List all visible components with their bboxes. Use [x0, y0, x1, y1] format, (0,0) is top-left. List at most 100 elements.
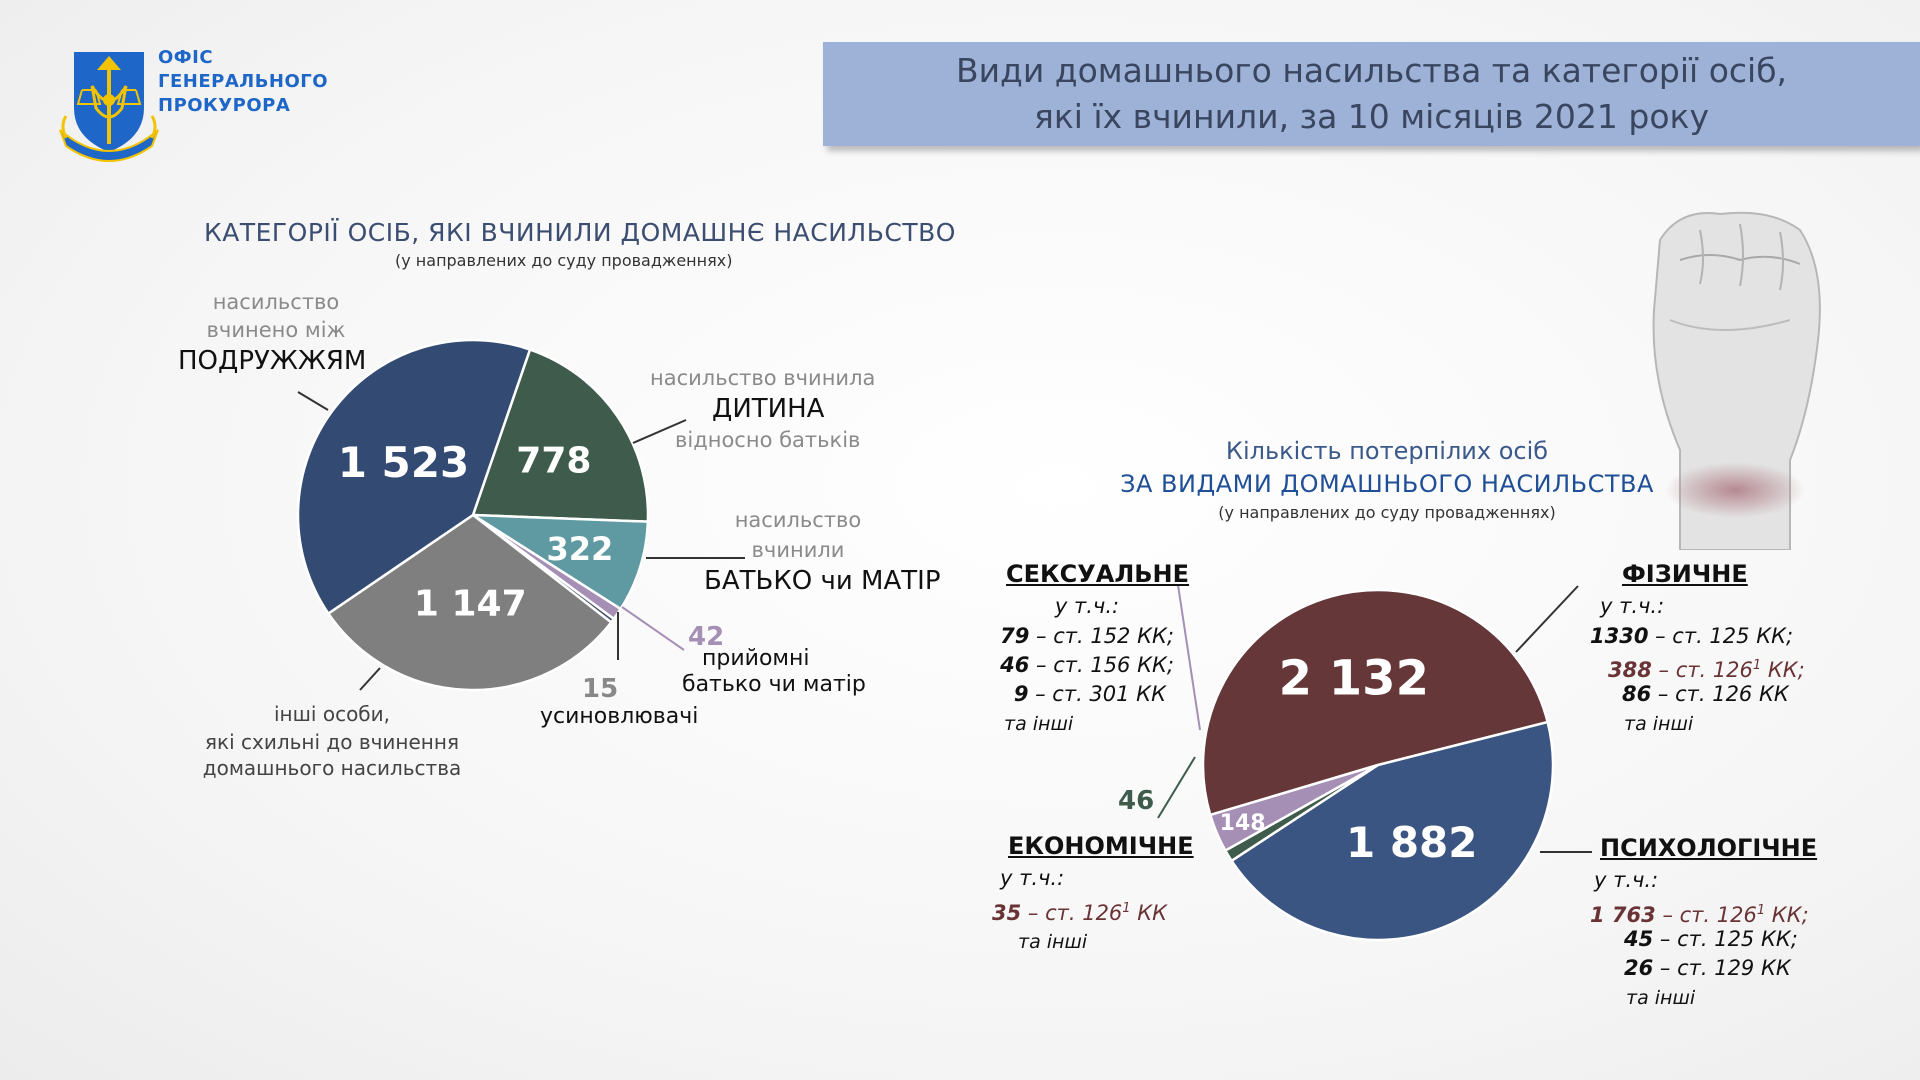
pie-slice-1 [468, 513, 650, 611]
leader-line-spouses [297, 391, 329, 411]
pie-slice-4 [326, 513, 613, 692]
child-note-2: відносно батьків [675, 428, 861, 452]
sexual-t3: – ст. 301 КК [1028, 682, 1166, 706]
leader-line-foster [621, 606, 685, 651]
sexual-n1: 79 [1000, 624, 1030, 648]
pie-value-label-1: 322 [547, 530, 614, 568]
psychological-e1: КК; [1765, 903, 1809, 927]
org-line-2: ГЕНЕРАЛЬНОГО [158, 71, 329, 92]
physical-e2: КК; [1761, 658, 1805, 682]
sexual-details: у т.ч.: [1000, 592, 1174, 621]
physical-t1: – ст. 125 КК; [1648, 624, 1794, 648]
economic-other: та інші [1018, 931, 1088, 953]
economic-incl: у т.ч.: [1000, 866, 1065, 890]
foster-value: 42 [688, 622, 725, 652]
economic-value: 46 [1118, 786, 1155, 816]
spouses-note-1: насильство [212, 290, 340, 314]
page-title-banner: Види домашнього насильства та категорії … [823, 42, 1920, 146]
sexual-t2: – ст. 156 КК; [1029, 653, 1174, 677]
physical-title: ФІЗИЧНЕ [1622, 560, 1748, 588]
others-label-2: які схильні до вчинення [204, 730, 459, 754]
physical-article-3: 86 – ст. 126 КК [1622, 680, 1789, 709]
left-pie-chart: 778 322 1 147 1 523 [296, 338, 650, 692]
parent-note-1: насильство [734, 508, 862, 532]
leader-line-others [359, 667, 381, 691]
physical-article-2: 388 – ст. 1261 КК; [1608, 651, 1805, 685]
others-label-3: домашнього насильства [202, 756, 462, 780]
pie-slice-0 [1201, 588, 1550, 817]
leader-line-physical [1515, 585, 1579, 653]
economic-n1: 35 [992, 901, 1022, 925]
psychological-t3: – ст. 129 КК [1653, 956, 1791, 980]
psychological-n3: 26 [1624, 956, 1654, 980]
pie-value-label-3: 148 [1220, 811, 1266, 836]
psychological-article-1: 1 763 – ст. 1261 КК; [1590, 896, 1809, 930]
pie-value-label-0: 778 [516, 441, 591, 482]
economic-s1: 1 [1122, 901, 1131, 916]
leader-line-economic [1157, 756, 1196, 819]
physical-incl: у т.ч.: [1600, 594, 1665, 618]
coat-of-arms-logo [56, 46, 162, 166]
psychological-t1: – ст. 126 [1655, 903, 1757, 927]
pie-value-label-0: 2 132 [1279, 651, 1429, 707]
economic-t1: – ст. 126 [1021, 901, 1123, 925]
psychological-t2: – ст. 125 КК; [1653, 927, 1798, 951]
organization-name: ОФІС ГЕНЕРАЛЬНОГО ПРОКУРОРА [158, 46, 328, 118]
psychological-title: ПСИХОЛОГІЧНЕ [1600, 834, 1818, 862]
sexual-incl: у т.ч.: [1054, 594, 1120, 618]
others-label-1: інші особи, [273, 702, 390, 726]
org-line-3: ПРОКУРОРА [158, 95, 291, 116]
pie-slice-0 [471, 347, 650, 523]
leader-line-sexual [1177, 584, 1201, 731]
pie-slice-5 [296, 338, 532, 616]
sexual-article-1: 79 – ст. 152 КК; [996, 622, 1174, 651]
psychological-other: та інші [1626, 987, 1696, 1009]
psychological-article-3: 26 – ст. 129 КК [1624, 954, 1791, 983]
sexual-n3: 9 [1013, 682, 1029, 706]
left-chart-subtitle: (у направлених до суду провадженнях) [395, 251, 733, 270]
sexual-n2: 46 [1000, 653, 1030, 677]
pie-value-label-4: 1 147 [414, 583, 527, 624]
foster-label-2: батько чи матір [682, 672, 866, 697]
economic-e1: КК [1130, 901, 1168, 925]
adopt-label: усиновлювачі [540, 704, 699, 729]
page-title-line-1: Види домашнього насильства та категорії … [955, 51, 1788, 90]
physical-n1: 1330 [1590, 624, 1649, 648]
right-chart-title-line-2: ЗА ВИДАМИ ДОМАШНЬОГО НАСИЛЬСТВА [1120, 470, 1654, 498]
pie-value-label-5: 1 523 [338, 438, 470, 487]
right-pie-chart: 2 132 1 882 148 [1201, 588, 1555, 942]
physical-t3: – ст. 126 КК [1651, 682, 1789, 706]
leader-line-child [632, 419, 687, 444]
org-line-1: ОФІС [158, 47, 214, 68]
sexual-title: СЕКСУАЛЬНЕ [1006, 560, 1190, 588]
economic-title: ЕКОНОМІЧНЕ [1008, 832, 1194, 860]
physical-s2: 1 [1752, 658, 1762, 673]
sexual-article-3: 9 – ст. 301 КК [996, 680, 1166, 709]
left-chart-title: КАТЕГОРІЇ ОСІБ, ЯКІ ВЧИНИЛИ ДОМАШНЄ НАСИ… [204, 218, 956, 247]
sexual-other: та інші [1004, 713, 1074, 735]
psychological-n2: 45 [1624, 927, 1654, 951]
economic-article-1: 35 – ст. 1261 КК [992, 894, 1167, 928]
child-label: ДИТИНА [712, 394, 825, 424]
spouses-label: ПОДРУЖЖЯМ [178, 346, 367, 376]
pie-slice-1 [1229, 720, 1555, 942]
parent-label: БАТЬКО чи МАТІР [704, 566, 941, 596]
sexual-article-2: 46 – ст. 156 КК; [996, 651, 1174, 680]
right-chart-title-line-1: Кількість потерпілих осіб [1225, 437, 1549, 465]
spouses-note-2: вчинено між [206, 318, 346, 342]
physical-n3: 86 [1622, 682, 1652, 706]
physical-t2: – ст. 126 [1651, 658, 1753, 682]
parent-note-2: вчинили [751, 538, 845, 562]
page-title-line-2: які їх вчинили, за 10 місяців 2021 року [1033, 97, 1709, 136]
child-note-1: насильство вчинила [650, 366, 876, 390]
physical-n2: 388 [1608, 658, 1652, 682]
psychological-incl: у т.ч.: [1594, 868, 1659, 892]
foster-label-1: прийомні [702, 646, 810, 671]
psychological-s1: 1 [1756, 903, 1766, 918]
sexual-t1: – ст. 152 КК; [1029, 624, 1174, 648]
fist-illustration [1640, 200, 1830, 551]
pie-slice-3 [1208, 763, 1379, 853]
right-chart-subtitle: (у направлених до суду провадженнях) [1218, 503, 1556, 522]
psychological-n1: 1 763 [1590, 903, 1656, 927]
